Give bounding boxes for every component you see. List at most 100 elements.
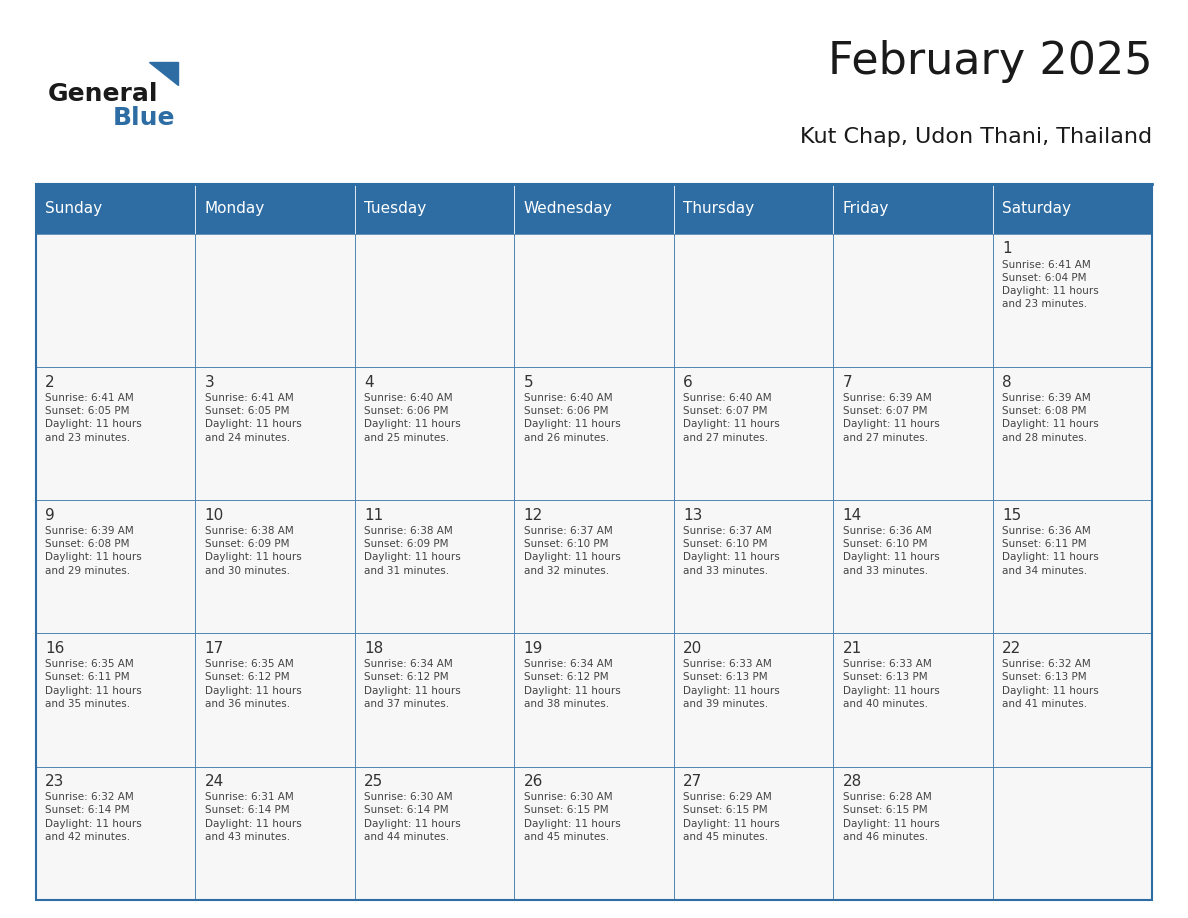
- Text: 5: 5: [524, 375, 533, 389]
- Text: Monday: Monday: [204, 201, 265, 217]
- Text: Sunrise: 6:36 AM
Sunset: 6:10 PM
Daylight: 11 hours
and 33 minutes.: Sunrise: 6:36 AM Sunset: 6:10 PM Dayligh…: [842, 526, 940, 576]
- Text: Saturday: Saturday: [1003, 201, 1072, 217]
- Text: 25: 25: [365, 774, 384, 789]
- Text: Sunrise: 6:39 AM
Sunset: 6:08 PM
Daylight: 11 hours
and 28 minutes.: Sunrise: 6:39 AM Sunset: 6:08 PM Dayligh…: [1003, 393, 1099, 442]
- Text: 18: 18: [365, 641, 384, 655]
- Bar: [195, 633, 355, 767]
- Text: 23: 23: [45, 774, 64, 789]
- Text: Sunrise: 6:41 AM
Sunset: 6:05 PM
Daylight: 11 hours
and 23 minutes.: Sunrise: 6:41 AM Sunset: 6:05 PM Dayligh…: [45, 393, 141, 442]
- Bar: [833, 367, 993, 500]
- Text: Sunrise: 6:35 AM
Sunset: 6:12 PM
Daylight: 11 hours
and 36 minutes.: Sunrise: 6:35 AM Sunset: 6:12 PM Dayligh…: [204, 659, 302, 709]
- Text: 24: 24: [204, 774, 223, 789]
- Bar: [993, 500, 1152, 633]
- Text: Sunrise: 6:41 AM
Sunset: 6:04 PM
Daylight: 11 hours
and 23 minutes.: Sunrise: 6:41 AM Sunset: 6:04 PM Dayligh…: [1003, 260, 1099, 309]
- Text: Sunrise: 6:31 AM
Sunset: 6:14 PM
Daylight: 11 hours
and 43 minutes.: Sunrise: 6:31 AM Sunset: 6:14 PM Dayligh…: [204, 792, 302, 842]
- Bar: [674, 184, 833, 234]
- Bar: [36, 633, 195, 767]
- Bar: [514, 184, 674, 234]
- Text: 21: 21: [842, 641, 862, 655]
- Text: Sunrise: 6:35 AM
Sunset: 6:11 PM
Daylight: 11 hours
and 35 minutes.: Sunrise: 6:35 AM Sunset: 6:11 PM Dayligh…: [45, 659, 141, 709]
- Text: 20: 20: [683, 641, 702, 655]
- Text: 26: 26: [524, 774, 543, 789]
- Bar: [993, 367, 1152, 500]
- Bar: [993, 234, 1152, 367]
- Text: Sunrise: 6:34 AM
Sunset: 6:12 PM
Daylight: 11 hours
and 37 minutes.: Sunrise: 6:34 AM Sunset: 6:12 PM Dayligh…: [365, 659, 461, 709]
- Bar: [674, 767, 833, 900]
- Bar: [36, 367, 195, 500]
- Text: 7: 7: [842, 375, 853, 389]
- Bar: [674, 633, 833, 767]
- Text: Wednesday: Wednesday: [524, 201, 613, 217]
- Text: 28: 28: [842, 774, 862, 789]
- Text: 27: 27: [683, 774, 702, 789]
- Text: Sunrise: 6:37 AM
Sunset: 6:10 PM
Daylight: 11 hours
and 33 minutes.: Sunrise: 6:37 AM Sunset: 6:10 PM Dayligh…: [683, 526, 781, 576]
- Bar: [195, 767, 355, 900]
- Bar: [355, 367, 514, 500]
- Text: Sunrise: 6:33 AM
Sunset: 6:13 PM
Daylight: 11 hours
and 39 minutes.: Sunrise: 6:33 AM Sunset: 6:13 PM Dayligh…: [683, 659, 781, 709]
- Text: 16: 16: [45, 641, 64, 655]
- Text: Sunrise: 6:40 AM
Sunset: 6:06 PM
Daylight: 11 hours
and 25 minutes.: Sunrise: 6:40 AM Sunset: 6:06 PM Dayligh…: [365, 393, 461, 442]
- Text: Sunrise: 6:39 AM
Sunset: 6:07 PM
Daylight: 11 hours
and 27 minutes.: Sunrise: 6:39 AM Sunset: 6:07 PM Dayligh…: [842, 393, 940, 442]
- Bar: [993, 767, 1152, 900]
- Text: 4: 4: [365, 375, 374, 389]
- Text: Sunrise: 6:37 AM
Sunset: 6:10 PM
Daylight: 11 hours
and 32 minutes.: Sunrise: 6:37 AM Sunset: 6:10 PM Dayligh…: [524, 526, 620, 576]
- Bar: [833, 234, 993, 367]
- Bar: [36, 184, 1152, 900]
- Text: Sunrise: 6:34 AM
Sunset: 6:12 PM
Daylight: 11 hours
and 38 minutes.: Sunrise: 6:34 AM Sunset: 6:12 PM Dayligh…: [524, 659, 620, 709]
- Text: Sunrise: 6:39 AM
Sunset: 6:08 PM
Daylight: 11 hours
and 29 minutes.: Sunrise: 6:39 AM Sunset: 6:08 PM Dayligh…: [45, 526, 141, 576]
- Text: Tuesday: Tuesday: [365, 201, 426, 217]
- Bar: [355, 234, 514, 367]
- Bar: [355, 184, 514, 234]
- Text: Kut Chap, Udon Thani, Thailand: Kut Chap, Udon Thani, Thailand: [801, 127, 1152, 147]
- Text: February 2025: February 2025: [828, 39, 1152, 83]
- Bar: [195, 500, 355, 633]
- Bar: [993, 633, 1152, 767]
- Bar: [674, 367, 833, 500]
- Text: Blue: Blue: [113, 106, 176, 130]
- Text: Sunrise: 6:40 AM
Sunset: 6:06 PM
Daylight: 11 hours
and 26 minutes.: Sunrise: 6:40 AM Sunset: 6:06 PM Dayligh…: [524, 393, 620, 442]
- Text: Sunrise: 6:28 AM
Sunset: 6:15 PM
Daylight: 11 hours
and 46 minutes.: Sunrise: 6:28 AM Sunset: 6:15 PM Dayligh…: [842, 792, 940, 842]
- Text: Friday: Friday: [842, 201, 889, 217]
- Bar: [833, 633, 993, 767]
- Text: Sunrise: 6:32 AM
Sunset: 6:13 PM
Daylight: 11 hours
and 41 minutes.: Sunrise: 6:32 AM Sunset: 6:13 PM Dayligh…: [1003, 659, 1099, 709]
- Text: 11: 11: [365, 508, 384, 522]
- Bar: [514, 767, 674, 900]
- Bar: [355, 767, 514, 900]
- Text: Sunrise: 6:40 AM
Sunset: 6:07 PM
Daylight: 11 hours
and 27 minutes.: Sunrise: 6:40 AM Sunset: 6:07 PM Dayligh…: [683, 393, 781, 442]
- Bar: [36, 767, 195, 900]
- Text: Sunrise: 6:38 AM
Sunset: 6:09 PM
Daylight: 11 hours
and 31 minutes.: Sunrise: 6:38 AM Sunset: 6:09 PM Dayligh…: [365, 526, 461, 576]
- Polygon shape: [148, 62, 178, 85]
- Bar: [833, 184, 993, 234]
- Text: Sunrise: 6:30 AM
Sunset: 6:15 PM
Daylight: 11 hours
and 45 minutes.: Sunrise: 6:30 AM Sunset: 6:15 PM Dayligh…: [524, 792, 620, 842]
- Bar: [355, 633, 514, 767]
- Bar: [195, 367, 355, 500]
- Bar: [833, 767, 993, 900]
- Text: 14: 14: [842, 508, 862, 522]
- Bar: [674, 234, 833, 367]
- Text: Sunrise: 6:29 AM
Sunset: 6:15 PM
Daylight: 11 hours
and 45 minutes.: Sunrise: 6:29 AM Sunset: 6:15 PM Dayligh…: [683, 792, 781, 842]
- Bar: [514, 500, 674, 633]
- Text: Sunrise: 6:41 AM
Sunset: 6:05 PM
Daylight: 11 hours
and 24 minutes.: Sunrise: 6:41 AM Sunset: 6:05 PM Dayligh…: [204, 393, 302, 442]
- Text: 6: 6: [683, 375, 693, 389]
- Text: Sunday: Sunday: [45, 201, 102, 217]
- Bar: [514, 633, 674, 767]
- Text: 9: 9: [45, 508, 55, 522]
- Bar: [993, 184, 1152, 234]
- Text: 12: 12: [524, 508, 543, 522]
- Text: 17: 17: [204, 641, 223, 655]
- Bar: [36, 184, 195, 234]
- Text: Sunrise: 6:30 AM
Sunset: 6:14 PM
Daylight: 11 hours
and 44 minutes.: Sunrise: 6:30 AM Sunset: 6:14 PM Dayligh…: [365, 792, 461, 842]
- Bar: [195, 234, 355, 367]
- Text: General: General: [48, 82, 158, 106]
- Text: 2: 2: [45, 375, 55, 389]
- Text: 13: 13: [683, 508, 702, 522]
- Text: 19: 19: [524, 641, 543, 655]
- Bar: [36, 234, 195, 367]
- Bar: [514, 367, 674, 500]
- Bar: [514, 234, 674, 367]
- Text: 3: 3: [204, 375, 214, 389]
- Text: Sunrise: 6:36 AM
Sunset: 6:11 PM
Daylight: 11 hours
and 34 minutes.: Sunrise: 6:36 AM Sunset: 6:11 PM Dayligh…: [1003, 526, 1099, 576]
- Text: 10: 10: [204, 508, 223, 522]
- Bar: [355, 500, 514, 633]
- Bar: [195, 184, 355, 234]
